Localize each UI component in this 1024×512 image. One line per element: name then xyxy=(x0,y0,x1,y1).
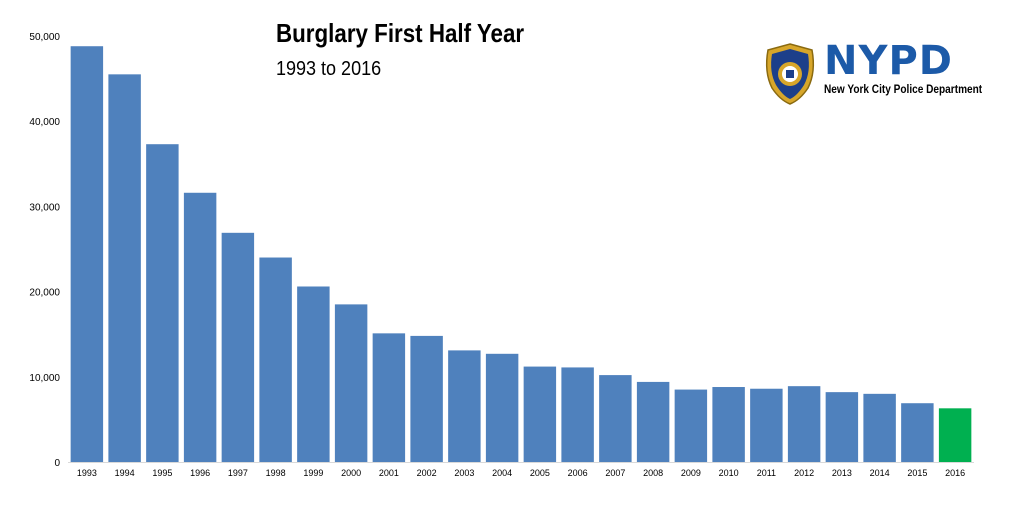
bar-2014 xyxy=(863,393,896,462)
bar-2006 xyxy=(561,367,594,462)
x-tick-label: 1993 xyxy=(77,468,97,478)
x-tick-label: 1998 xyxy=(266,468,286,478)
x-tick-label: 2008 xyxy=(643,468,663,478)
chart-subtitle: 1993 to 2016 xyxy=(276,58,382,80)
x-tick-label: 2009 xyxy=(681,468,701,478)
x-axis: 1993 1994 1995 1996 1997 1998 1999 2000 2001 2002… xyxy=(77,468,965,478)
bar-1995 xyxy=(146,144,179,462)
bar-2012 xyxy=(787,386,821,462)
x-tick-label: 2010 xyxy=(719,468,739,478)
bar-2000 xyxy=(334,304,368,462)
y-tick-label: 10,000 xyxy=(29,373,60,384)
bar-2007 xyxy=(599,375,632,462)
nypd-wordmark: NYPD xyxy=(824,38,953,84)
x-tick-label: 2005 xyxy=(530,468,550,478)
y-tick-label: 50,000 xyxy=(29,32,60,43)
bar-1999 xyxy=(297,286,330,462)
chart-title: Burglary First Half Year xyxy=(276,18,525,48)
x-tick-label: 2004 xyxy=(492,468,512,478)
y-tick-label: 40,000 xyxy=(29,117,60,128)
x-tick-label: 2016 xyxy=(945,468,965,478)
bar-2004 xyxy=(485,353,519,462)
bar-2010 xyxy=(712,387,745,462)
y-tick-label: 30,000 xyxy=(29,202,60,213)
x-tick-label: 2011 xyxy=(757,468,776,478)
bar-2016 xyxy=(938,408,972,462)
x-tick-label: 2007 xyxy=(605,468,625,478)
y-tick-label: 20,000 xyxy=(29,288,60,299)
bar-1993 xyxy=(70,46,104,462)
nypd-department-name: New York City Police Department xyxy=(824,82,983,96)
bar-2005 xyxy=(523,366,557,462)
y-axis: 0 10,000 20,000 30,000 40,000 50,000 xyxy=(29,32,60,469)
x-tick-label: 1997 xyxy=(228,468,248,478)
x-tick-label: 2003 xyxy=(454,468,474,478)
x-tick-label: 1999 xyxy=(303,468,323,478)
bar-2009 xyxy=(674,389,708,462)
bar-2001 xyxy=(372,333,406,462)
bar-1996 xyxy=(183,192,217,462)
bar-2008 xyxy=(636,381,670,462)
x-tick-label: 1996 xyxy=(190,468,210,478)
bar-2013 xyxy=(825,392,859,462)
bar-1994 xyxy=(108,74,141,462)
x-tick-label: 2000 xyxy=(341,468,361,478)
x-tick-label: 2014 xyxy=(870,468,890,478)
bar-2002 xyxy=(410,335,443,462)
x-tick-label: 2015 xyxy=(907,468,927,478)
bars-group xyxy=(70,46,972,462)
x-tick-label: 2001 xyxy=(379,468,399,478)
bar-1997 xyxy=(221,232,255,462)
x-tick-label: 2002 xyxy=(417,468,437,478)
bar-1998 xyxy=(259,257,292,462)
bar-2011 xyxy=(750,388,783,462)
x-tick-label: 1995 xyxy=(152,468,172,478)
x-tick-label: 2012 xyxy=(794,468,814,478)
bar-2003 xyxy=(448,350,481,462)
x-tick-label: 2013 xyxy=(832,468,852,478)
x-tick-label: 2006 xyxy=(568,468,588,478)
x-tick-label: 1994 xyxy=(115,468,135,478)
y-tick-label: 0 xyxy=(54,458,60,469)
bar-2015 xyxy=(901,403,934,462)
nypd-seal-logo xyxy=(765,43,815,105)
